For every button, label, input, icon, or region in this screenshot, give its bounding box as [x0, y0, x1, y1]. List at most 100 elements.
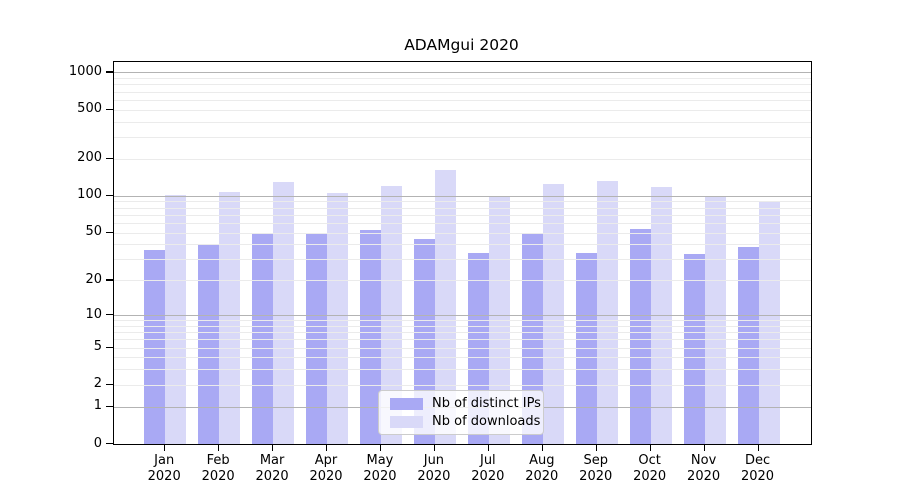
- y-tick-mark: [106, 314, 113, 316]
- gridline-minor: [114, 214, 811, 216]
- gridline-minor: [114, 201, 811, 203]
- x-tick-label: Dec 2020: [740, 453, 775, 484]
- gridline-minor: [114, 347, 811, 349]
- y-tick-label: 200: [77, 150, 102, 166]
- gridline-major: [114, 315, 811, 317]
- gridline-minor: [114, 232, 811, 234]
- gridline-minor: [114, 78, 811, 80]
- x-tick-label: Apr 2020: [309, 453, 343, 484]
- gridline-minor: [114, 109, 811, 111]
- x-tick-mark: [379, 444, 382, 451]
- gridline-minor: [114, 339, 811, 341]
- legend-swatch-distinct-ips: [390, 397, 423, 410]
- chart-title: ADAMgui 2020: [404, 36, 519, 54]
- bar-downloads: [165, 195, 187, 444]
- bar-distinct-ips: [306, 232, 328, 444]
- y-tick-label: 10: [85, 306, 102, 322]
- x-tick-mark: [433, 444, 436, 451]
- bar-downloads: [327, 192, 349, 444]
- bar-downloads: [273, 181, 295, 444]
- bar-distinct-ips: [198, 244, 220, 444]
- y-tick-mark: [106, 71, 113, 73]
- x-tick-mark: [757, 444, 759, 451]
- x-tick-mark: [487, 444, 490, 451]
- gridline-minor: [114, 244, 811, 246]
- x-tick-label: Feb 2020: [201, 453, 235, 484]
- x-tick-label: Nov 2020: [687, 453, 721, 484]
- y-tick-mark: [106, 231, 113, 233]
- x-tick-mark: [703, 444, 705, 451]
- y-tick-label: 2: [93, 376, 102, 392]
- bar-downloads: [219, 191, 241, 444]
- y-tick-label: 0: [93, 435, 102, 451]
- bar-downloads: [596, 181, 618, 444]
- y-tick-label: 5: [93, 339, 102, 355]
- gridline-major: [114, 195, 811, 197]
- x-tick-label: Jan 2020: [147, 453, 181, 484]
- gridline-minor: [114, 222, 811, 224]
- gridline-minor: [114, 280, 811, 282]
- legend-label-downloads: Nb of downloads: [432, 414, 541, 429]
- bar-distinct-ips: [737, 246, 759, 444]
- legend-item-downloads: Nb of downloads: [390, 414, 540, 429]
- bar-distinct-ips: [144, 249, 166, 444]
- y-tick-mark: [106, 443, 113, 445]
- gridline-minor: [114, 91, 811, 93]
- x-tick-label: Sep 2020: [579, 453, 613, 484]
- y-tick-mark: [106, 383, 113, 386]
- bar-distinct-ips: [359, 230, 381, 444]
- y-tick-label: 1000: [68, 63, 102, 79]
- x-tick-mark: [164, 444, 166, 451]
- x-tick-mark: [649, 444, 651, 451]
- gridline-minor: [114, 137, 811, 139]
- gridline-minor: [114, 369, 811, 371]
- y-tick-label: 20: [85, 271, 102, 287]
- gridline-minor: [114, 320, 811, 322]
- y-tick-mark: [106, 157, 113, 160]
- gridline-minor: [114, 332, 811, 334]
- legend-label-distinct-ips: Nb of distinct IPs: [432, 396, 541, 411]
- gridline-minor: [114, 207, 811, 209]
- bar-distinct-ips: [629, 229, 651, 444]
- y-tick-mark: [106, 346, 113, 348]
- legend-item-distinct-ips: Nb of distinct IPs: [390, 396, 541, 411]
- legend-swatch-downloads: [390, 415, 423, 428]
- x-tick-label: Mar 2020: [255, 453, 289, 484]
- gridline-minor: [114, 384, 811, 386]
- y-tick-mark: [106, 279, 113, 281]
- gridline-minor: [114, 325, 811, 327]
- y-tick-mark: [106, 405, 113, 407]
- gridline-minor: [114, 121, 811, 123]
- legend: Nb of distinct IPs Nb of downloads: [378, 390, 544, 435]
- x-tick-label: May 2020: [363, 453, 397, 484]
- x-tick-label: Jun 2020: [417, 453, 451, 484]
- gridline-minor: [114, 357, 811, 359]
- gridline-minor: [114, 84, 811, 86]
- y-tick-mark: [106, 194, 113, 197]
- gridline-major: [114, 72, 811, 74]
- x-tick-mark: [595, 444, 598, 451]
- x-tick-mark: [272, 444, 274, 451]
- bar-downloads: [758, 201, 780, 444]
- gridline-minor: [114, 259, 811, 261]
- y-tick-label: 500: [77, 101, 102, 117]
- bar-downloads: [542, 183, 564, 444]
- plot-area: [113, 61, 812, 445]
- y-tick-mark: [106, 108, 113, 110]
- gridline-minor: [114, 99, 811, 101]
- x-tick-label: Aug 2020: [525, 453, 559, 484]
- bar-distinct-ips: [683, 254, 705, 444]
- x-tick-mark: [541, 444, 544, 451]
- y-tick-label: 1: [93, 398, 102, 414]
- x-tick-mark: [218, 444, 220, 451]
- x-tick-label: Jul 2020: [471, 453, 505, 484]
- bar-downloads: [704, 195, 726, 444]
- x-tick-label: Oct 2020: [633, 453, 667, 484]
- bar-downloads: [434, 169, 456, 444]
- gridline-minor: [114, 158, 811, 160]
- y-tick-label: 50: [85, 224, 102, 240]
- bar-distinct-ips: [252, 233, 274, 444]
- y-tick-label: 100: [77, 187, 102, 203]
- x-tick-mark: [326, 444, 328, 451]
